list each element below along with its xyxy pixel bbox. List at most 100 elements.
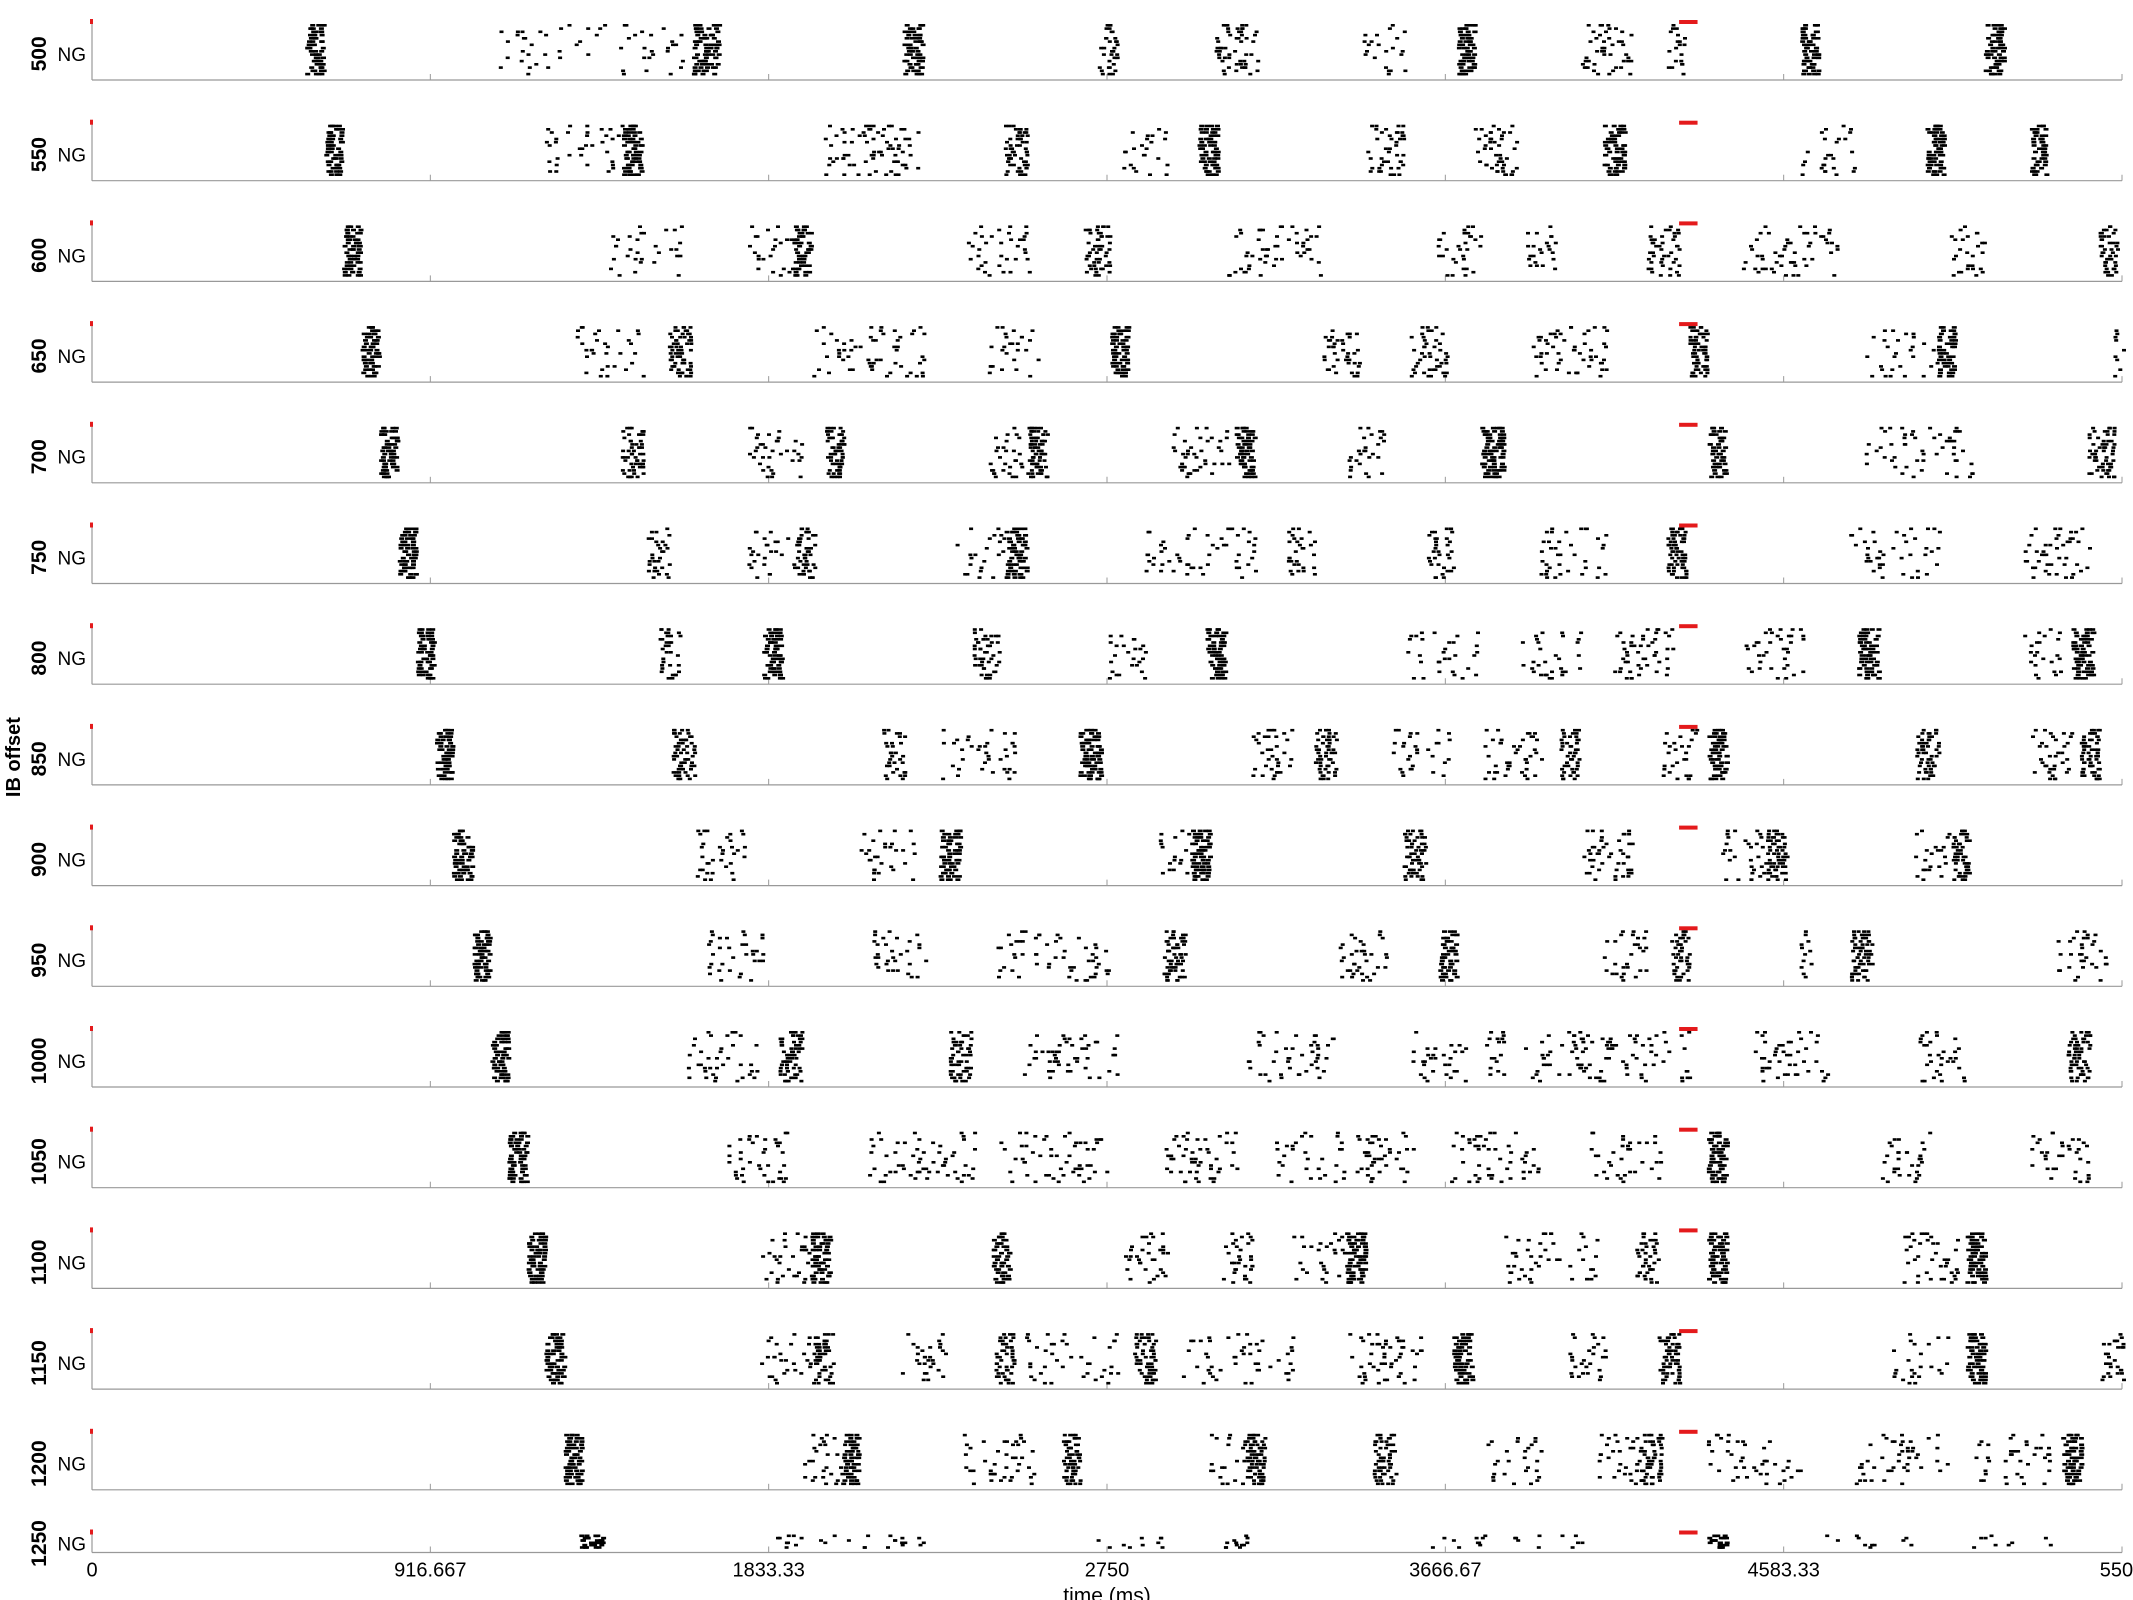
spike-mark (996, 446, 1000, 449)
spike-mark (1802, 257, 1807, 261)
spike-mark (1865, 673, 1871, 677)
spike-mark (672, 728, 677, 732)
spike-mark (2085, 566, 2090, 570)
spike-mark (2079, 569, 2083, 573)
spike-mark (1690, 329, 1695, 332)
spike-mark (1705, 332, 1710, 336)
spike-mark (355, 238, 361, 241)
spike-mark (829, 332, 834, 336)
spike-mark (347, 248, 353, 251)
spike-mark (499, 30, 504, 34)
spike-mark (1020, 134, 1025, 137)
spike-mark (630, 137, 636, 141)
spike-mark (1203, 131, 1209, 134)
spike-mark (355, 231, 361, 235)
spike-mark (1654, 631, 1659, 635)
spike-mark (711, 37, 717, 40)
spike-mark (1406, 651, 1411, 654)
population-label: NG (58, 548, 87, 569)
spike-mark (1788, 241, 1793, 245)
spike-mark (1910, 576, 1915, 579)
spike-mark (756, 257, 761, 261)
spike-mark (1760, 254, 1765, 258)
spike-mark (1199, 131, 1205, 134)
spike-mark (688, 374, 693, 378)
spike-mark (425, 631, 431, 635)
spike-mark (1471, 46, 1477, 50)
spike-mark (1615, 170, 1621, 173)
spike-mark (1444, 248, 1449, 251)
spike-mark (1212, 140, 1218, 144)
spike-mark (1387, 27, 1392, 30)
spike-mark (1589, 358, 1594, 362)
spike-mark (763, 651, 768, 654)
spike-mark (1314, 761, 1319, 764)
spike-mark (603, 24, 608, 27)
spike-mark (796, 267, 802, 271)
spike-mark (633, 33, 638, 37)
spike-mark (2039, 137, 2045, 141)
spike-mark (1675, 530, 1680, 534)
spike-mark (2086, 654, 2092, 657)
spike-mark (708, 33, 714, 37)
spike-mark (2104, 472, 2109, 475)
spike-mark (1583, 59, 1588, 63)
spike-mark (1012, 563, 1018, 566)
spike-mark (1952, 332, 1958, 336)
spike-mark (1333, 771, 1337, 774)
spike-mark (1203, 137, 1209, 141)
spike-mark (1024, 569, 1030, 573)
spike-mark (642, 231, 646, 235)
spike-mark (428, 651, 434, 654)
spike-mark (1282, 751, 1287, 755)
spike-mark (1222, 56, 1227, 60)
spike-mark (661, 660, 666, 664)
spike-mark (1693, 368, 1698, 371)
spike-mark (638, 433, 643, 436)
spike-mark (669, 368, 674, 371)
spike-mark (1539, 251, 1544, 254)
spike-mark (1417, 654, 1422, 657)
spike-mark (2034, 128, 2040, 131)
spike-mark (1826, 153, 1831, 157)
spike-mark (584, 348, 589, 352)
spike-mark (1501, 433, 1507, 436)
stimulus-marker (1679, 20, 1698, 24)
spike-mark (776, 436, 781, 440)
spike-mark (1030, 472, 1035, 475)
spike-mark (1674, 27, 1679, 30)
spike-mark (1203, 462, 1208, 466)
spike-mark (356, 251, 362, 254)
spike-mark (1240, 24, 1245, 27)
spike-mark (670, 40, 675, 43)
spike-mark (598, 27, 603, 30)
spike-mark (1988, 43, 1994, 47)
spike-mark (1009, 238, 1014, 241)
spike-mark (673, 361, 678, 365)
spike-mark (1366, 426, 1371, 430)
spike-mark (1953, 238, 1958, 241)
spike-mark (679, 761, 684, 764)
spike-mark (1420, 352, 1424, 355)
spike-mark (2037, 641, 2042, 644)
spike-mark (888, 371, 893, 375)
spike-mark (1636, 651, 1641, 654)
spike-mark (1563, 670, 1568, 674)
spike-mark (1023, 251, 1028, 254)
spike-mark (1403, 69, 1408, 73)
spike-mark (846, 355, 851, 358)
spike-mark (2080, 651, 2086, 654)
spike-mark (1621, 59, 1626, 63)
spike-mark (443, 728, 448, 732)
spike-mark (2043, 543, 2048, 547)
spike-mark (315, 56, 321, 60)
spike-mark (877, 150, 882, 154)
spike-mark (1081, 774, 1087, 777)
spike-mark (1858, 631, 1864, 635)
spike-mark (800, 443, 805, 446)
spike-mark (839, 449, 844, 453)
spike-mark (1039, 472, 1044, 475)
spike-mark (1466, 50, 1472, 53)
spike-mark (1223, 46, 1228, 50)
spike-mark (1691, 342, 1696, 345)
